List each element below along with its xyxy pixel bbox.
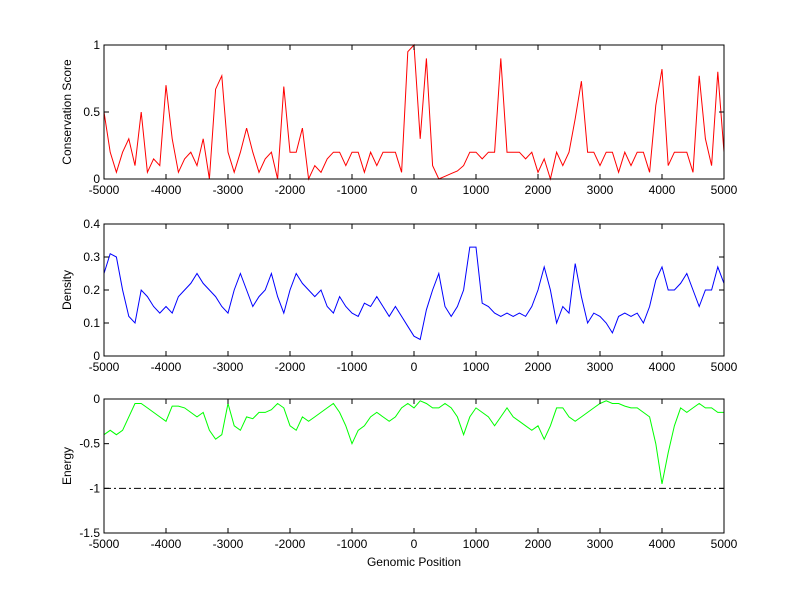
x-tick-label: -3000 <box>213 537 244 551</box>
y-axis-label: Energy <box>60 447 74 485</box>
y-tick-label: -1 <box>89 481 100 495</box>
x-tick-label: 2000 <box>525 360 552 374</box>
x-tick-label: -3000 <box>213 183 244 197</box>
x-tick-label: 1000 <box>463 183 490 197</box>
series-line-conservation <box>103 43 725 181</box>
x-tick-label: 3000 <box>587 183 614 197</box>
y-tick-label: 0.3 <box>83 250 100 264</box>
x-tick-label: -1000 <box>337 183 368 197</box>
x-tick-label: 1000 <box>463 360 490 374</box>
x-tick-label: 2000 <box>525 537 552 551</box>
y-tick-label: 0 <box>93 392 100 406</box>
y-tick-label: 0.5 <box>83 105 100 119</box>
series-line-energy <box>103 400 724 484</box>
subplot-1: -5000 -4000 -3000 -2000 -1000 0 1000 2000 3000 40… <box>60 38 738 197</box>
series-line-density <box>103 246 725 341</box>
y-tick-label: 0.1 <box>83 316 100 330</box>
x-tick-label: -4000 <box>151 360 182 374</box>
y-tick-label: 0 <box>93 172 100 186</box>
x-tick-label: -5000 <box>89 183 120 197</box>
x-tick-label: -2000 <box>275 537 306 551</box>
x-tick-label: -4000 <box>151 537 182 551</box>
x-tick-label: 3000 <box>587 360 614 374</box>
x-tick-label: -2000 <box>275 360 306 374</box>
y-tick-label: 0 <box>93 349 100 363</box>
x-tick-label: -2000 <box>275 183 306 197</box>
x-tick-label: 4000 <box>649 537 676 551</box>
y-tick-label: 0.2 <box>83 283 100 297</box>
y-axis-label: Conservation Score <box>60 59 74 165</box>
x-tick-label: 0 <box>411 537 418 551</box>
x-tick-label: -1000 <box>337 360 368 374</box>
x-axis-label: Genomic Position <box>367 555 461 569</box>
y-tick-label: 0.4 <box>83 217 100 231</box>
x-tick-label: 5000 <box>711 537 738 551</box>
subplot-2: -5000 -4000 -3000 -2000 -1000 0 1000 2000 3000 40… <box>60 217 738 374</box>
x-tick-label: 3000 <box>587 537 614 551</box>
x-tick-label: -5000 <box>89 537 120 551</box>
y-tick-label: 1 <box>93 38 100 52</box>
x-tick-label: 5000 <box>711 183 738 197</box>
x-tick-label: -5000 <box>89 360 120 374</box>
x-tick-label: 4000 <box>649 183 676 197</box>
x-tick-label: 0 <box>411 183 418 197</box>
x-tick-label: 2000 <box>525 183 552 197</box>
x-tick-label: 4000 <box>649 360 676 374</box>
x-tick-label: 0 <box>411 360 418 374</box>
x-tick-label: 5000 <box>711 360 738 374</box>
axes-box <box>103 398 725 534</box>
y-tick-label: -1.5 <box>79 526 100 540</box>
axes-box <box>103 44 725 180</box>
x-tick-label: -4000 <box>151 183 182 197</box>
x-tick-label: 1000 <box>463 537 490 551</box>
x-tick-label: -1000 <box>337 537 368 551</box>
y-axis-label: Density <box>60 270 74 310</box>
x-tick-label: -3000 <box>213 360 244 374</box>
subplot-3: -5000 -4000 -3000 -2000 -1000 0 1000 2000 3000 40… <box>60 392 738 569</box>
y-tick-label: -0.5 <box>79 437 100 451</box>
